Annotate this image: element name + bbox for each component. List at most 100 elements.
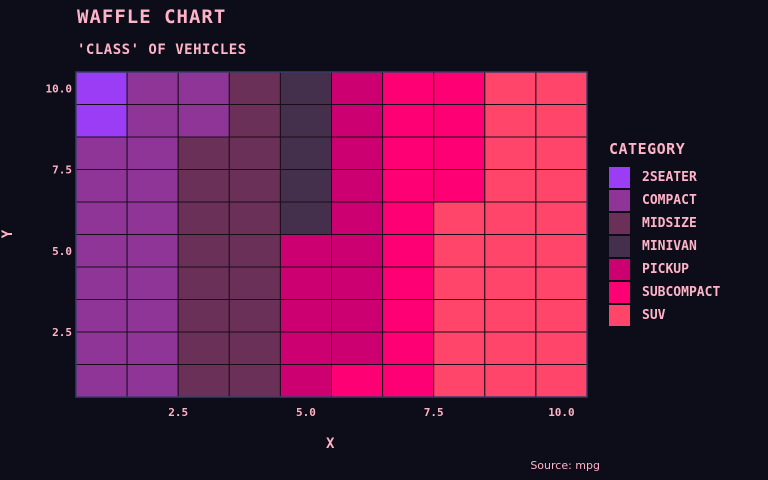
waffle-cell-suv [433, 201, 486, 235]
waffle-cell-compact [75, 136, 128, 170]
waffle-cell-midsize [228, 266, 281, 300]
waffle-cell-pickup [331, 331, 384, 365]
waffle-cell-midsize [228, 201, 281, 235]
waffle-cell-subcompact [433, 104, 486, 138]
x-tick-label: 5.0 [296, 406, 316, 419]
waffle-cell-compact [75, 364, 128, 398]
waffle-cell-suv [484, 266, 537, 300]
waffle-cell-suv [535, 201, 588, 235]
waffle-cell-compact [126, 266, 179, 300]
waffle-cell-midsize [228, 234, 281, 268]
waffle-cell-suv [484, 104, 537, 138]
waffle-cell-compact [75, 201, 128, 235]
waffle-cell-pickup [331, 71, 384, 105]
y-axis-label: Y [0, 229, 17, 239]
waffle-cell-midsize [228, 104, 281, 138]
x-tick-label: 10.0 [548, 406, 575, 419]
waffle-cell-pickup [279, 299, 332, 333]
waffle-cell-compact [177, 104, 230, 138]
waffle-cell-pickup [331, 201, 384, 235]
legend: CATEGORY 2SEATER COMPACT MIDSIZE MINIVAN PIC… [609, 140, 720, 327]
waffle-cell-minivan [279, 71, 332, 105]
waffle-cell-suv [535, 169, 588, 203]
waffle-cell-midsize [228, 364, 281, 398]
waffle-cell-suv [433, 234, 486, 268]
waffle-cell-minivan [279, 201, 332, 235]
waffle-cell-compact [126, 234, 179, 268]
legend-item-subcompact: SUBCOMPACT [609, 281, 720, 304]
waffle-cell-midsize [177, 201, 230, 235]
waffle-cell-suv [433, 266, 486, 300]
waffle-cell-midsize [228, 299, 281, 333]
waffle-cell-pickup [331, 169, 384, 203]
waffle-cell-suv [535, 234, 588, 268]
waffle-cell-suv [535, 331, 588, 365]
waffle-cell-compact [75, 169, 128, 203]
legend-swatch [609, 167, 630, 188]
y-tick-label: 7.5 [52, 164, 72, 177]
waffle-cell-midsize [177, 169, 230, 203]
waffle-cell-subcompact [382, 136, 435, 170]
waffle-cell-subcompact [382, 201, 435, 235]
chart-subtitle: 'CLASS' OF VEHICLES [77, 42, 247, 58]
legend-label: COMPACT [642, 193, 697, 208]
legend-swatch [609, 305, 630, 326]
waffle-cell-suv [484, 299, 537, 333]
waffle-cell-pickup [331, 136, 384, 170]
waffle-cell-subcompact [382, 331, 435, 365]
legend-item-midsize: MIDSIZE [609, 212, 720, 235]
legend-item-compact: COMPACT [609, 189, 720, 212]
waffle-cell-minivan [279, 104, 332, 138]
waffle-cell-subcompact [382, 364, 435, 398]
x-tick-label: 7.5 [424, 406, 444, 419]
waffle-cell-compact [75, 331, 128, 365]
waffle-cell-pickup [331, 234, 384, 268]
waffle-cell-suv [484, 201, 537, 235]
waffle-cell-compact [126, 299, 179, 333]
waffle-cell-pickup [279, 331, 332, 365]
legend-item-minivan: MINIVAN [609, 235, 720, 258]
waffle-cell-compact [75, 299, 128, 333]
waffle-cell-suv [484, 169, 537, 203]
legend-item-suv: SUV [609, 304, 720, 327]
waffle-cell-suv [535, 364, 588, 398]
waffle-cell-subcompact [382, 299, 435, 333]
legend-swatch [609, 259, 630, 280]
waffle-cell-subcompact [382, 266, 435, 300]
waffle-cell-compact [177, 71, 230, 105]
waffle-cell-subcompact [382, 169, 435, 203]
waffle-cell-2seater [75, 71, 128, 105]
waffle-cell-pickup [331, 104, 384, 138]
waffle-cell-minivan [279, 136, 332, 170]
waffle-cell-suv [535, 266, 588, 300]
waffle-cell-subcompact [382, 104, 435, 138]
legend-label: 2SEATER [642, 170, 697, 185]
y-axis-ticks: 2.5 5.0 7.5 10.0 [46, 82, 73, 339]
waffle-cell-midsize [228, 136, 281, 170]
waffle-cell-compact [126, 136, 179, 170]
waffle-cell-compact [126, 169, 179, 203]
waffle-cell-pickup [279, 364, 332, 398]
waffle-cell-midsize [177, 266, 230, 300]
waffle-cell-suv [535, 71, 588, 105]
waffle-cell-compact [126, 201, 179, 235]
waffle-cell-compact [126, 71, 179, 105]
waffle-cell-pickup [331, 266, 384, 300]
waffle-cell-2seater [75, 104, 128, 138]
y-tick-label: 10.0 [46, 82, 73, 95]
legend-swatch [609, 236, 630, 257]
plot-border [75, 71, 588, 398]
waffle-cell-suv [433, 364, 486, 398]
waffle-cell-compact [126, 364, 179, 398]
waffle-cell-midsize [177, 331, 230, 365]
waffle-cell-suv [535, 136, 588, 170]
waffle-cell-midsize [177, 234, 230, 268]
waffle-cell-compact [75, 234, 128, 268]
chart-caption: Source: mpg [530, 459, 600, 472]
waffle-cell-suv [484, 71, 537, 105]
waffle-cell-pickup [331, 299, 384, 333]
waffle-cell-suv [484, 364, 537, 398]
waffle-cell-suv [535, 104, 588, 138]
legend-label: PICKUP [642, 262, 689, 277]
